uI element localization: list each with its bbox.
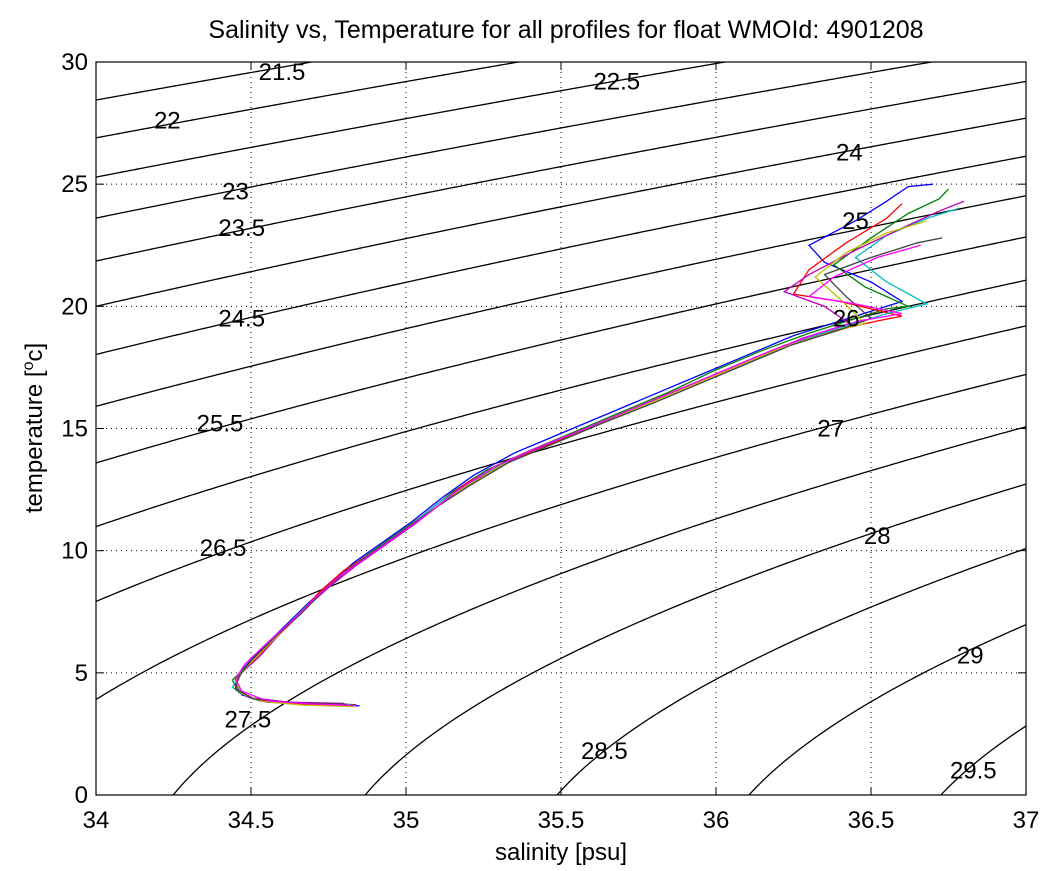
contour-label: 25.5: [197, 411, 244, 438]
y-tick-label: 20: [61, 293, 88, 320]
contour-line: [96, 195, 1026, 407]
contour-labels: 21.5 22 22.5 23 23.5 24 24.5 25 25.5 26 26.5 27 27.5…: [154, 59, 997, 785]
contour-label: 23: [222, 178, 249, 205]
contour-line: [172, 426, 1026, 795]
contour-line: [96, 62, 523, 139]
y-axis-label: temperature [oc]: [20, 343, 48, 513]
profile-line: [231, 188, 949, 706]
x-tick-label: 35.5: [538, 807, 585, 834]
x-tick-label: 36.5: [848, 807, 895, 834]
contour-label: 27.5: [225, 706, 272, 733]
grid: [96, 62, 1026, 795]
chart-title: Salinity vs, Temperature for all profile…: [208, 16, 923, 44]
x-axis-label: salinity [psu]: [495, 839, 627, 866]
contour-label: 24: [836, 139, 863, 166]
x-tick-label: 34.5: [228, 807, 275, 834]
x-axis-ticks: 34 34.5 35 35.5 36 36.5 37: [83, 62, 1040, 834]
contour-label: 28.5: [581, 738, 628, 765]
contour-label: 22.5: [593, 69, 640, 96]
contour-line: [364, 483, 1026, 795]
contour-label: 23.5: [218, 215, 265, 242]
x-tick-label: 37: [1013, 807, 1040, 834]
contour-line: [96, 62, 936, 219]
y-tick-label: 0: [75, 782, 88, 809]
x-tick-label: 35: [393, 807, 420, 834]
y-axis-label-superscript: o: [20, 361, 37, 370]
y-tick-label: 25: [61, 171, 88, 198]
contour-label: 26.5: [200, 535, 247, 562]
contour-label: 22: [154, 108, 181, 135]
contour-line: [96, 62, 316, 101]
contour-line: [96, 62, 729, 178]
contour-line: [96, 155, 1026, 356]
contour-label: 24.5: [218, 306, 265, 333]
contour-line: [748, 624, 1026, 795]
contour-label: 29.5: [950, 758, 997, 785]
y-tick-label: 10: [61, 538, 88, 565]
contour-label: 25: [842, 208, 869, 235]
y-tick-label: 30: [61, 49, 88, 76]
profile-line: [234, 237, 943, 705]
profile-line: [231, 207, 958, 706]
y-axis-label-main: temperature [: [21, 370, 48, 513]
contour-line: [96, 279, 1026, 528]
profile-line: [234, 244, 921, 707]
y-axis-ticks: 0 5 10 15 20 25 30: [61, 49, 1026, 809]
y-tick-label: 5: [75, 660, 88, 687]
x-tick-label: 34: [83, 807, 110, 834]
profile-line: [234, 200, 965, 705]
contour-line: [940, 725, 1026, 795]
x-tick-label: 36: [703, 807, 730, 834]
contour-line: [96, 325, 1026, 602]
y-axis-label-end: c]: [21, 343, 48, 362]
profile-line: [234, 220, 927, 708]
contour-line: [96, 117, 1026, 307]
profile-series: [231, 183, 965, 708]
contour-label: 29: [957, 643, 984, 670]
contour-line: [96, 373, 1026, 701]
profile-line: [234, 183, 934, 707]
contour-label: 26: [833, 306, 860, 333]
contour-line: [96, 80, 1026, 262]
contour-label: 27: [817, 416, 844, 443]
contour-line: [556, 547, 1026, 795]
contour-label: 28: [864, 523, 891, 550]
contour-label: 21.5: [259, 59, 306, 86]
y-tick-label: 15: [61, 416, 88, 443]
